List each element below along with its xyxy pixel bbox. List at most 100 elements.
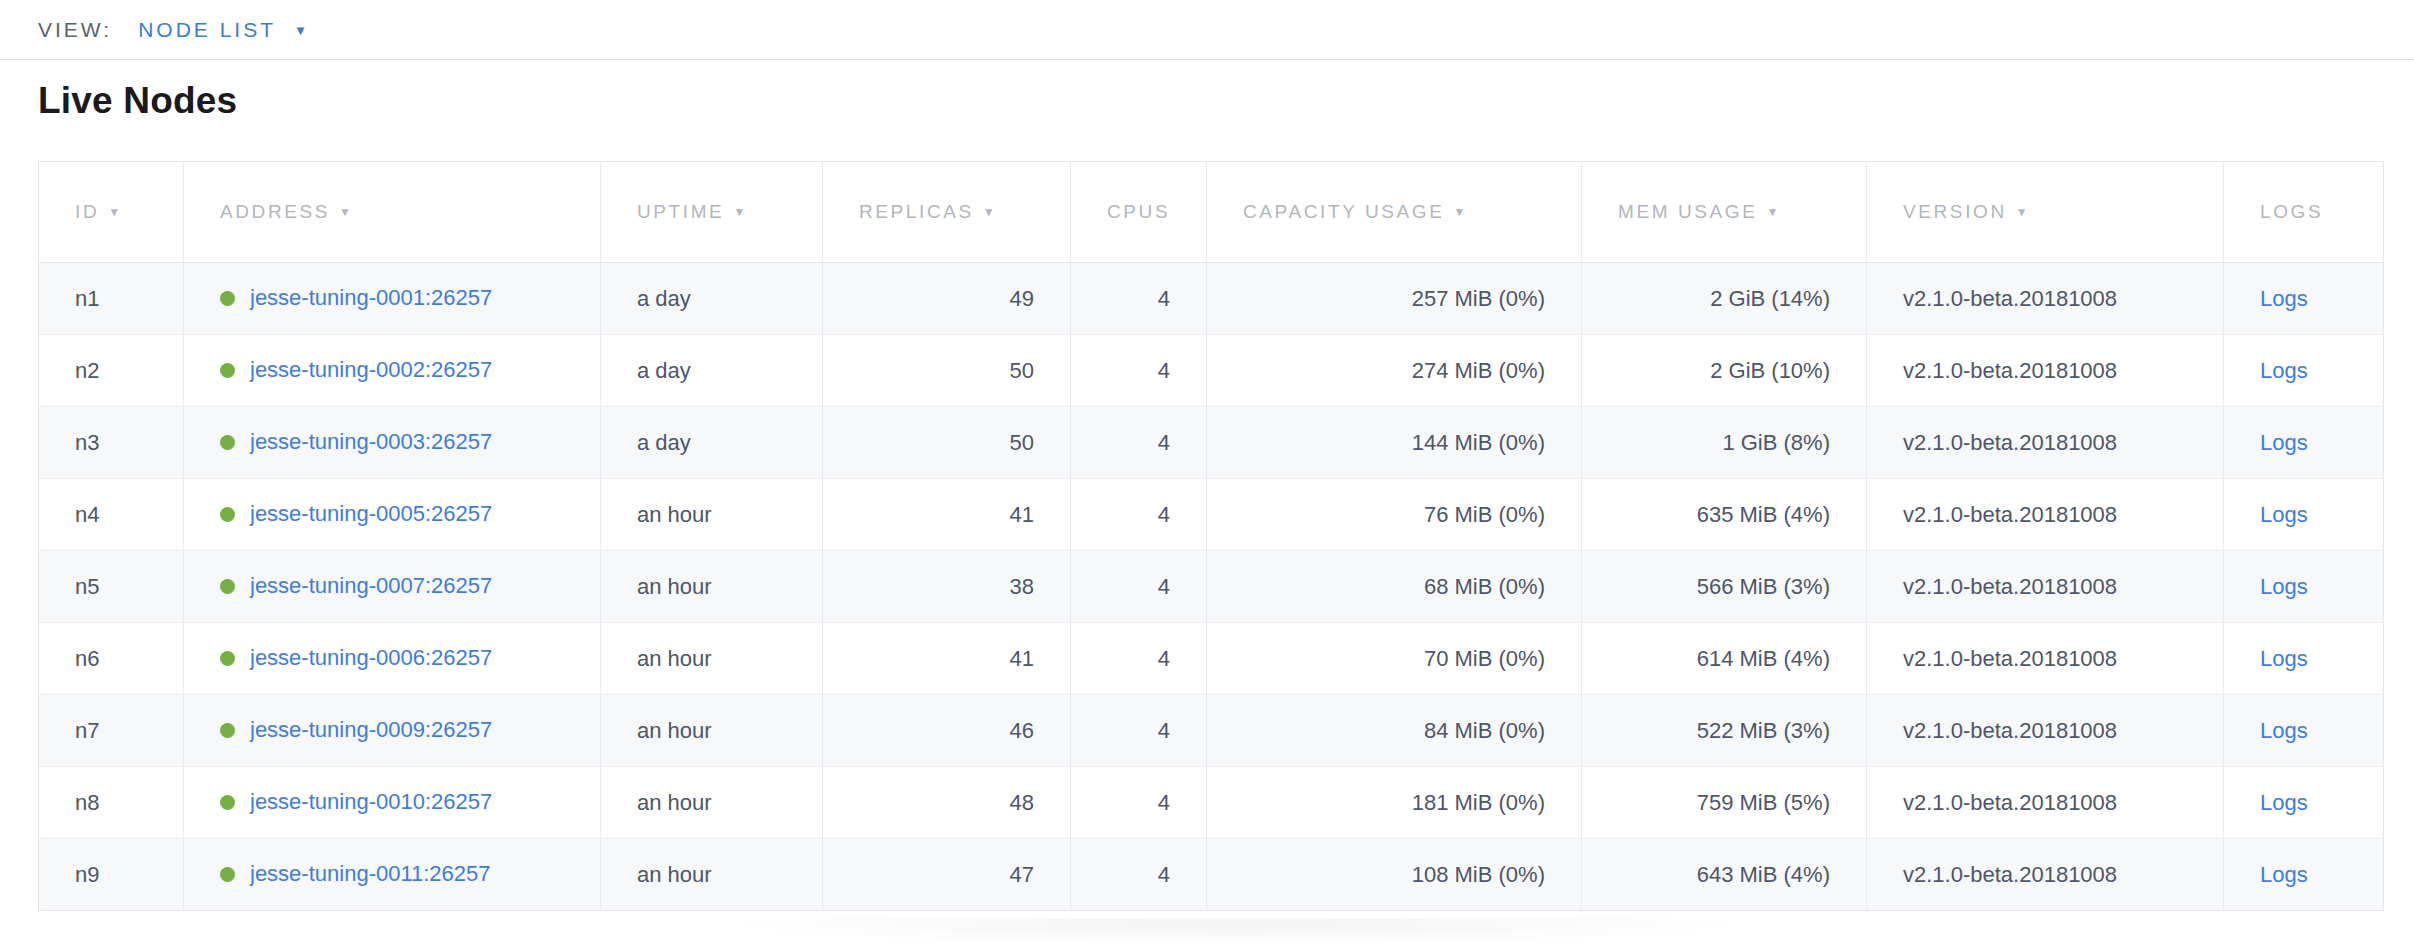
cell-replicas: 41: [823, 623, 1071, 695]
node-address-link[interactable]: jesse-tuning-0007:26257: [250, 573, 492, 599]
column-header-replicas[interactable]: REPLICAS▼: [823, 162, 1071, 263]
node-live-status-icon: [220, 795, 235, 810]
cell-replicas: 48: [823, 767, 1071, 839]
cell-replicas: 50: [823, 335, 1071, 407]
cell-version: v2.1.0-beta.20181008: [1867, 263, 2224, 335]
logs-link[interactable]: Logs: [2260, 358, 2308, 383]
sort-caret-icon: ▼: [108, 205, 120, 219]
logs-link[interactable]: Logs: [2260, 502, 2308, 527]
cell-mem: 1 GiB (8%): [1582, 407, 1867, 479]
node-address-link[interactable]: jesse-tuning-0005:26257: [250, 501, 492, 527]
node-address-link[interactable]: jesse-tuning-0003:26257: [250, 429, 492, 455]
node-address-link[interactable]: jesse-tuning-0002:26257: [250, 357, 492, 383]
column-label: VERSION: [1903, 201, 2007, 222]
node-live-status-icon: [220, 723, 235, 738]
cell-version: v2.1.0-beta.20181008: [1867, 695, 2224, 767]
column-header-capacity[interactable]: CAPACITY USAGE▼: [1207, 162, 1582, 263]
cell-uptime: a day: [601, 263, 823, 335]
cell-uptime: an hour: [601, 839, 823, 911]
logs-link[interactable]: Logs: [2260, 646, 2308, 671]
column-header-version[interactable]: VERSION▼: [1867, 162, 2224, 263]
table-row: n1jesse-tuning-0001:26257a day494257 MiB…: [39, 263, 2384, 335]
cell-uptime: an hour: [601, 767, 823, 839]
address-wrap: jesse-tuning-0006:26257: [220, 645, 492, 671]
column-label: CAPACITY USAGE: [1243, 201, 1444, 222]
logs-link[interactable]: Logs: [2260, 430, 2308, 455]
column-header-mem[interactable]: MEM USAGE▼: [1582, 162, 1867, 263]
column-header-id[interactable]: ID ▼: [39, 162, 184, 263]
address-wrap: jesse-tuning-0011:26257: [220, 861, 491, 887]
cell-mem: 614 MiB (4%): [1582, 623, 1867, 695]
cell-mem: 759 MiB (5%): [1582, 767, 1867, 839]
address-wrap: jesse-tuning-0010:26257: [220, 789, 492, 815]
cell-id: n3: [39, 407, 184, 479]
cell-capacity: 76 MiB (0%): [1207, 479, 1582, 551]
cell-address: jesse-tuning-0006:26257: [184, 623, 601, 695]
address-wrap: jesse-tuning-0001:26257: [220, 285, 492, 311]
table-row: n8jesse-tuning-0010:26257an hour484181 M…: [39, 767, 2384, 839]
cell-logs: Logs: [2224, 839, 2384, 911]
table-row: n4jesse-tuning-0005:26257an hour41476 Mi…: [39, 479, 2384, 551]
node-live-status-icon: [220, 507, 235, 522]
table-row: n9jesse-tuning-0011:26257an hour474108 M…: [39, 839, 2384, 911]
cell-address: jesse-tuning-0002:26257: [184, 335, 601, 407]
cell-id: n8: [39, 767, 184, 839]
cell-id: n2: [39, 335, 184, 407]
cell-cpus: 4: [1071, 335, 1207, 407]
table-row: n6jesse-tuning-0006:26257an hour41470 Mi…: [39, 623, 2384, 695]
cell-logs: Logs: [2224, 767, 2384, 839]
cell-capacity: 181 MiB (0%): [1207, 767, 1582, 839]
cell-logs: Logs: [2224, 695, 2384, 767]
cell-id: n4: [39, 479, 184, 551]
sort-caret-icon: ▼: [339, 205, 351, 219]
cell-cpus: 4: [1071, 623, 1207, 695]
cell-replicas: 46: [823, 695, 1071, 767]
logs-link[interactable]: Logs: [2260, 790, 2308, 815]
node-live-status-icon: [220, 579, 235, 594]
node-address-link[interactable]: jesse-tuning-0010:26257: [250, 789, 492, 815]
node-address-link[interactable]: jesse-tuning-0011:26257: [250, 861, 491, 887]
table-row: n3jesse-tuning-0003:26257a day504144 MiB…: [39, 407, 2384, 479]
column-header-uptime[interactable]: UPTIME▼: [601, 162, 823, 263]
cell-logs: Logs: [2224, 335, 2384, 407]
view-bar: VIEW: NODE LIST ▼: [0, 0, 2414, 60]
node-live-status-icon: [220, 291, 235, 306]
column-header-address[interactable]: ADDRESS ▼: [184, 162, 601, 263]
cell-id: n1: [39, 263, 184, 335]
table-row: n2jesse-tuning-0002:26257a day504274 MiB…: [39, 335, 2384, 407]
column-label: CPUS: [1107, 201, 1170, 222]
cell-capacity: 108 MiB (0%): [1207, 839, 1582, 911]
cell-address: jesse-tuning-0007:26257: [184, 551, 601, 623]
cell-id: n5: [39, 551, 184, 623]
logs-link[interactable]: Logs: [2260, 718, 2308, 743]
cell-version: v2.1.0-beta.20181008: [1867, 407, 2224, 479]
cell-version: v2.1.0-beta.20181008: [1867, 335, 2224, 407]
cell-mem: 566 MiB (3%): [1582, 551, 1867, 623]
cell-cpus: 4: [1071, 839, 1207, 911]
cell-replicas: 47: [823, 839, 1071, 911]
cell-replicas: 38: [823, 551, 1071, 623]
cell-address: jesse-tuning-0003:26257: [184, 407, 601, 479]
cell-capacity: 68 MiB (0%): [1207, 551, 1582, 623]
cell-mem: 2 GiB (10%): [1582, 335, 1867, 407]
sort-caret-icon: ▼: [983, 205, 995, 219]
node-address-link[interactable]: jesse-tuning-0001:26257: [250, 285, 492, 311]
logs-link[interactable]: Logs: [2260, 286, 2308, 311]
cell-capacity: 257 MiB (0%): [1207, 263, 1582, 335]
page-title: Live Nodes: [38, 79, 2414, 123]
cell-logs: Logs: [2224, 407, 2384, 479]
table-row: n5jesse-tuning-0007:26257an hour38468 Mi…: [39, 551, 2384, 623]
cell-logs: Logs: [2224, 551, 2384, 623]
logs-link[interactable]: Logs: [2260, 862, 2308, 887]
node-address-link[interactable]: jesse-tuning-0009:26257: [250, 717, 492, 743]
logs-link[interactable]: Logs: [2260, 574, 2308, 599]
cell-id: n6: [39, 623, 184, 695]
column-header-cpus: CPUS: [1071, 162, 1207, 263]
table-row: n7jesse-tuning-0009:26257an hour46484 Mi…: [39, 695, 2384, 767]
column-label: ID: [75, 201, 99, 222]
view-selector-dropdown[interactable]: NODE LIST ▼: [138, 18, 307, 42]
column-label: ADDRESS: [220, 201, 330, 222]
address-wrap: jesse-tuning-0003:26257: [220, 429, 492, 455]
node-address-link[interactable]: jesse-tuning-0006:26257: [250, 645, 492, 671]
address-wrap: jesse-tuning-0009:26257: [220, 717, 492, 743]
